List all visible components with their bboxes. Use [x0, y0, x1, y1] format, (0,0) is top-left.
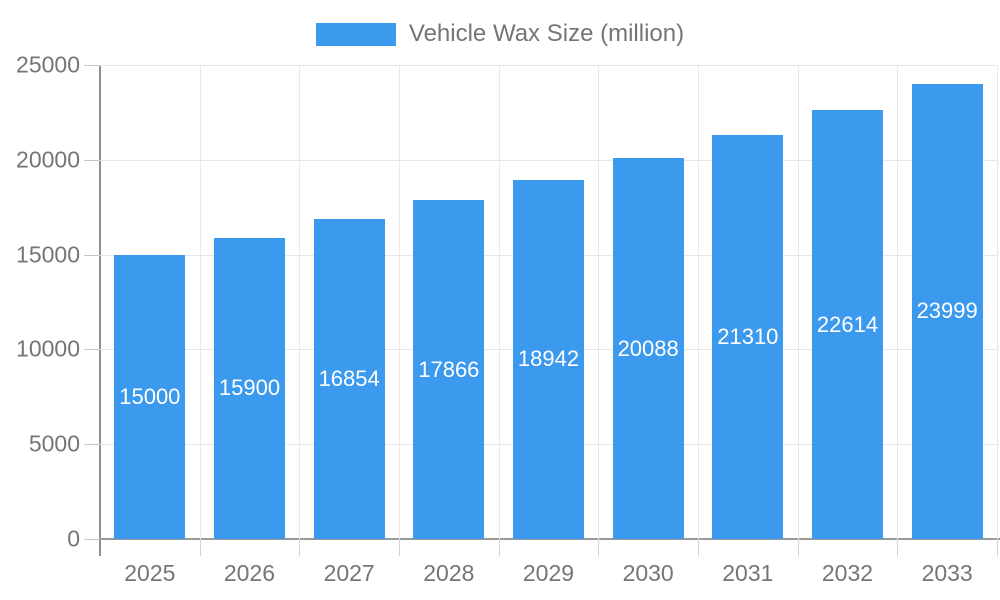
x-axis-tick	[498, 539, 500, 556]
x-axis-category-label: 2033	[921, 560, 973, 586]
v-gridline	[399, 65, 400, 539]
y-axis-tick	[84, 444, 100, 446]
bar[interactable]: 16854	[313, 219, 385, 539]
v-gridline	[199, 65, 201, 539]
x-axis-tick	[897, 539, 899, 556]
bar[interactable]: 22614	[812, 110, 883, 539]
bar[interactable]: 20088	[612, 158, 684, 539]
legend-label: Vehicle Wax Size (million)	[408, 20, 685, 47]
v-gridline	[299, 65, 301, 539]
v-gridline	[797, 65, 799, 539]
y-axis-tick	[84, 349, 100, 351]
v-gridline	[698, 65, 699, 539]
bar-value-label: 15000	[119, 383, 181, 409]
y-axis-tick-label: 0	[67, 525, 80, 552]
y-axis-line	[99, 65, 101, 556]
bar[interactable]: 18942	[513, 179, 584, 539]
x-axis-category-label: 2028	[423, 560, 475, 586]
legend-item[interactable]: Vehicle Wax Size (million)	[315, 20, 685, 48]
y-axis-tick-label: 10000	[16, 335, 80, 362]
bar-value-label: 23999	[916, 298, 978, 324]
y-axis-tick-label: 15000	[16, 241, 80, 268]
x-axis-tick	[299, 539, 301, 556]
y-axis-tick-label: 20000	[16, 146, 80, 173]
bar[interactable]: 23999	[911, 83, 983, 539]
y-axis-tick-label: 25000	[16, 51, 80, 78]
x-axis-tick	[399, 539, 400, 556]
x-axis-tick	[997, 539, 998, 556]
x-axis-category-label: 2030	[622, 560, 674, 586]
x-axis-category-label: 2027	[323, 560, 375, 586]
bar-value-label: 17866	[418, 356, 480, 382]
bar[interactable]: 17866	[413, 200, 485, 539]
y-axis-tick	[84, 65, 100, 66]
x-axis-line	[99, 538, 1000, 540]
x-axis-category-label: 2029	[522, 560, 575, 586]
h-gridline	[100, 159, 997, 161]
x-axis-category-label: 2026	[223, 560, 276, 586]
v-gridline	[598, 65, 600, 539]
x-axis-tick	[698, 539, 699, 556]
plot-area: 0 5000 10000 15000 20000 25000 2025 15000 2026 15…	[16, 52, 1000, 586]
x-axis-tick	[199, 539, 201, 556]
legend: Vehicle Wax Size (million)	[0, 20, 1000, 48]
legend-swatch-icon	[315, 22, 396, 46]
x-axis-tick	[797, 539, 799, 556]
v-gridline	[498, 65, 500, 539]
x-axis-category-label: 2031	[722, 560, 774, 586]
y-axis-tick	[84, 254, 100, 256]
x-axis-category-label: 2032	[821, 560, 874, 586]
bar[interactable]: 15900	[214, 237, 285, 539]
bar[interactable]: 21310	[712, 134, 784, 539]
h-gridline	[100, 65, 997, 66]
y-axis-tick	[84, 539, 100, 540]
y-axis-tick-label: 5000	[28, 430, 80, 457]
x-axis-category-label: 2025	[124, 560, 176, 586]
bar-value-label: 18942	[517, 346, 580, 372]
v-gridline	[997, 65, 998, 539]
bar-value-label: 16854	[318, 366, 380, 392]
bar-value-label: 20088	[617, 335, 679, 361]
x-axis-tick	[598, 539, 600, 556]
bar-value-label: 15900	[218, 375, 281, 401]
v-gridline	[897, 65, 899, 539]
bar-value-label: 21310	[717, 323, 779, 349]
bar[interactable]: 15000	[114, 254, 186, 539]
y-axis-tick	[84, 159, 100, 161]
bar-value-label: 22614	[816, 311, 879, 337]
